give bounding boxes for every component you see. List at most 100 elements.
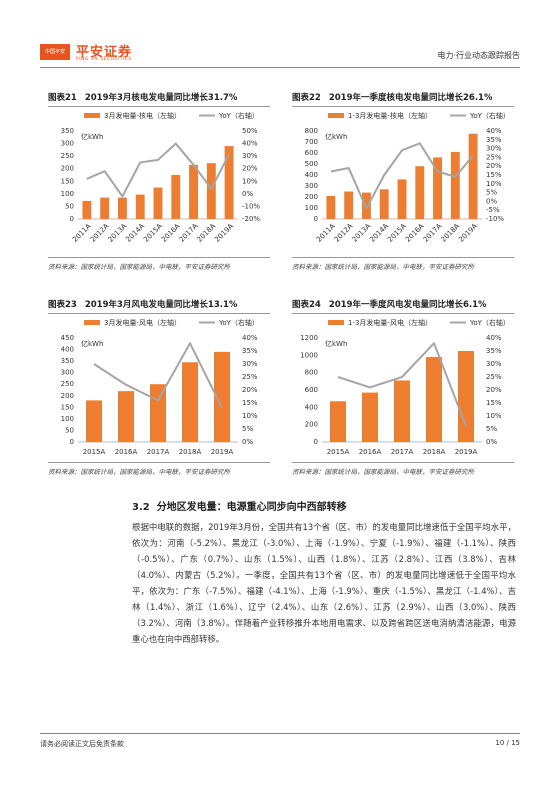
y-tick-label: 1200 xyxy=(300,334,318,342)
x-tick-label: 2016A xyxy=(404,222,426,244)
y2-tick-label: 10% xyxy=(242,412,258,420)
figure-title: 图表21 2019年3月核电发电量同比增长31.7% xyxy=(48,91,270,107)
y2-tick-label: 0% xyxy=(486,197,497,205)
y2-tick-label: 20% xyxy=(242,165,258,173)
legend-swatch xyxy=(84,320,100,325)
legend-label: 3月发电量-风电（左轴） xyxy=(104,318,181,327)
legend-label: YoY（右轴） xyxy=(469,318,510,327)
y-tick-label: 400 xyxy=(305,403,318,411)
x-tick-label: 2017A xyxy=(178,222,200,244)
y2-tick-label: 20% xyxy=(486,386,502,394)
y2-tick-label: 40% xyxy=(242,140,258,148)
y2-tick-label: 40% xyxy=(486,127,502,135)
x-tick-label: 2014A xyxy=(124,222,146,244)
unit-label: 亿kWh xyxy=(81,339,103,348)
y2-tick-label: 5% xyxy=(242,425,253,433)
y-tick-label: 100 xyxy=(61,415,74,423)
figure-source: 资料来源：国家统计局，国家能源局，中电联，平安证券研究所 xyxy=(292,257,514,271)
y-tick-label: 0 xyxy=(70,215,74,223)
y-tick-label: 250 xyxy=(61,152,74,160)
y-tick-label: 300 xyxy=(305,182,318,190)
y2-tick-label: 15% xyxy=(242,399,258,407)
y2-tick-label: 10% xyxy=(242,177,258,185)
section-heading: 3.2 分地区发电量：电源重心同步向中西部转移 xyxy=(132,498,347,513)
legend-label: YoY（右轴） xyxy=(218,111,259,120)
y-tick-label: 500 xyxy=(305,160,318,168)
y-tick-label: 100 xyxy=(305,204,318,212)
y-tick-label: 250 xyxy=(61,380,74,388)
x-tick-label: 2015A xyxy=(386,222,408,244)
bar xyxy=(362,392,378,442)
bar xyxy=(206,163,216,219)
x-tick-label: 2019A xyxy=(455,448,478,456)
figure-source: 资料来源：国家统计局，国家能源局，中电联，平安证券研究所 xyxy=(48,257,270,271)
chart: 1-3月发电量-风电（左轴） YoY（右轴） 亿kWh 0 200 400 600 800 10… xyxy=(300,318,510,456)
page-number: 10 / 15 xyxy=(495,739,520,747)
y2-tick-label: -5% xyxy=(486,206,500,214)
bar xyxy=(344,191,354,219)
company-name-en: PING AN SECURITIES xyxy=(76,57,132,62)
x-tick-label: 2019A xyxy=(457,222,479,244)
y2-tick-label: 30% xyxy=(242,360,258,368)
y-tick-label: 300 xyxy=(61,140,74,148)
y2-tick-label: 10% xyxy=(486,412,502,420)
bar xyxy=(171,175,181,219)
y-tick-label: 400 xyxy=(61,346,74,354)
y-tick-label: 800 xyxy=(305,369,318,377)
x-tick-label: 2013A xyxy=(351,222,373,244)
x-tick-label: 2012A xyxy=(89,222,111,244)
y-tick-label: 300 xyxy=(61,369,74,377)
x-tick-label: 2017A xyxy=(422,222,444,244)
section-title: 分地区发电量：电源重心同步向中西部转移 xyxy=(156,502,347,513)
line xyxy=(337,342,467,427)
y-tick-label: 200 xyxy=(305,193,318,201)
y-tick-label: 50 xyxy=(65,426,74,434)
chart: 3月发电量-核电（左轴） YoY（右轴） 亿kWh 0 50 100 150 200 250 30… xyxy=(61,111,261,244)
y-tick-label: 0 xyxy=(314,215,318,223)
bar xyxy=(118,197,127,219)
y-tick-label: 150 xyxy=(61,177,74,185)
legend-swatch xyxy=(328,320,344,325)
legend-label: YoY（右轴） xyxy=(218,318,259,327)
figure-label: 图表22 xyxy=(292,93,321,103)
y-tick-label: 0 xyxy=(314,438,318,446)
bar xyxy=(450,151,460,219)
bar xyxy=(118,391,134,442)
legend-label: 3月发电量-核电（左轴） xyxy=(104,111,181,120)
y2-tick-label: 30% xyxy=(242,152,258,160)
y2-tick-label: 35% xyxy=(242,347,258,355)
y-tick-label: 1000 xyxy=(300,351,318,359)
y2-tick-label: 25% xyxy=(486,153,502,161)
bar xyxy=(224,146,234,219)
bar xyxy=(82,200,92,219)
y-tick-label: 50 xyxy=(65,202,74,210)
bar xyxy=(100,197,110,219)
x-tick-label: 2016A xyxy=(160,222,182,244)
x-tick-label: 2014A xyxy=(368,222,390,244)
x-tick-label: 2017A xyxy=(391,448,414,456)
y-tick-label: 700 xyxy=(305,138,318,146)
legend-swatch xyxy=(84,113,100,118)
unit-label: 亿kWh xyxy=(325,339,347,348)
y2-tick-label: -10% xyxy=(486,215,504,223)
bar xyxy=(330,401,346,442)
bar xyxy=(394,380,410,442)
y2-tick-label: 0% xyxy=(486,438,497,446)
x-tick-label: 2015A xyxy=(327,448,350,456)
legend-label: YoY（右轴） xyxy=(469,111,510,120)
figure-source: 资料来源：国家统计局，国家能源局，中电联，平安证券研究所 xyxy=(48,462,270,476)
report-type: 电力·行业动态跟踪报告 xyxy=(437,51,520,60)
x-tick-label: 2016A xyxy=(359,448,382,456)
y2-tick-label: 0% xyxy=(242,190,253,198)
chart: 1-3月发电量-核电（左轴） YoY（右轴） 亿kWh 0 100 200 300 400 50… xyxy=(305,111,510,244)
bar xyxy=(458,351,474,442)
x-tick-label: 2018A xyxy=(179,448,202,456)
x-tick-label: 2015A xyxy=(83,448,106,456)
unit-label: 亿kWh xyxy=(81,132,103,141)
figure-caption: 2019年一季度核电发电量同比增长26.1% xyxy=(328,93,493,103)
y-tick-label: 150 xyxy=(61,403,74,411)
y2-tick-label: 25% xyxy=(242,373,258,381)
y-tick-label: 600 xyxy=(305,386,318,394)
y2-tick-label: -20% xyxy=(242,215,260,223)
figure-caption: 2019年3月核电发电量同比增长31.7% xyxy=(84,93,238,103)
